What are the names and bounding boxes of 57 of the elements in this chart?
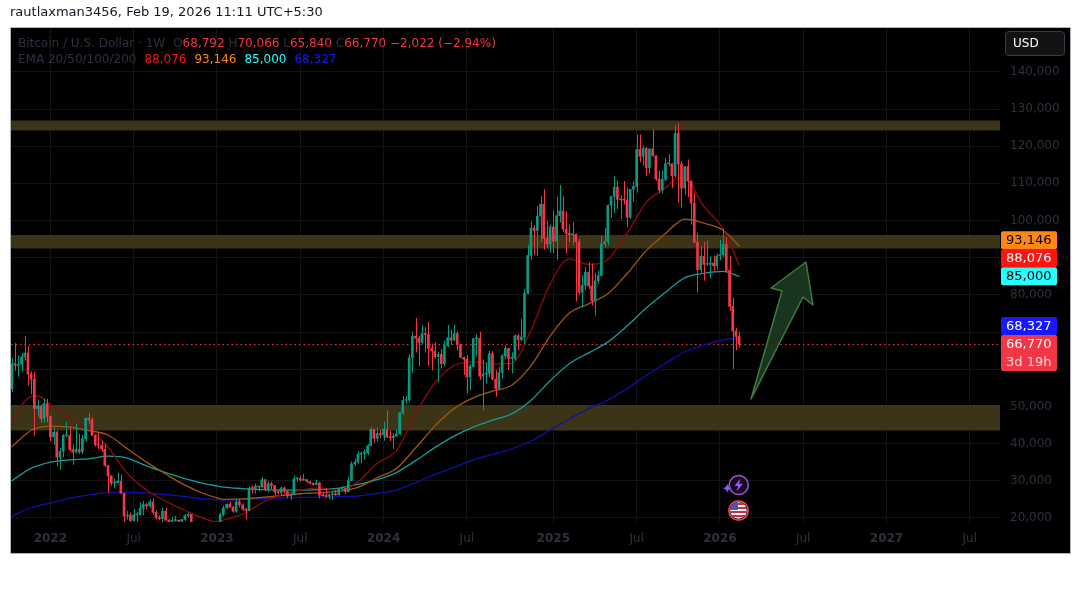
candlestick [708,255,712,280]
x-tick-label: Jul [961,531,978,546]
chart-subtitle: rautlaxman3456, Feb 19, 2026 11:11 UTC+5:30 [10,4,323,20]
x-tick-label: Jul [794,531,811,546]
x-tick-label: 2027 [869,531,904,546]
x-tick-label: 2026 [703,531,737,546]
y-axis-title: USD [1005,31,1065,56]
text: 85,000 [1006,268,1052,284]
y-tick-label: 140,000 [1010,63,1060,78]
candlestick [638,133,642,163]
text: 93,146 [1006,232,1052,248]
y-tick-label: 120,000 [1010,138,1060,153]
x-tick-label: 2025 [536,531,571,546]
candlestick [39,404,43,424]
candlestick [648,148,651,174]
candlestick [552,210,555,254]
text: O68,792 H70,066 L65,840 C66,770 −2,022 (−2.94%) [173,36,496,50]
annotation: 85,000 [244,52,287,66]
candlestick [683,165,686,196]
ref-line-label: 66,770 [1006,335,1052,351]
y-tick-label: 130,000 [1010,101,1060,116]
x-tick-label: Jul [125,531,141,546]
x-tick-label: Jul [458,531,475,546]
annotation: 93,146 [194,52,237,66]
text: Bitcoin / U.S. Dollar · 1W [18,36,166,50]
annotation: EMA 20/50/100/200 [18,52,137,66]
x-tick-label: Jul [292,531,308,546]
y-tick-label: 50,000 [1010,398,1052,413]
x-tick-label: 2022 [33,531,68,546]
candlestick [590,262,594,307]
y-tick-label: 100,000 [1010,212,1060,227]
candlestick [616,180,619,210]
candlestick [68,425,71,452]
candlestick [385,409,389,439]
y-tick-label: 30,000 [1010,472,1052,487]
text: 3d 19h [1006,353,1052,369]
candlestick [507,347,510,371]
x-tick-label: Jul [628,531,644,546]
y-tick-label: 20,000 [1010,510,1052,525]
y-tick-label: 40,000 [1010,435,1052,450]
line-series [11,218,740,500]
candlestick [77,433,81,455]
candlestick [439,348,443,369]
y-tick-label: 80,000 [1010,287,1052,302]
candlestick [705,240,709,267]
y-tick-label: 110,000 [1010,175,1060,190]
x-tick-label: 2023 [200,531,234,546]
x-tick-label: 2024 [366,531,401,546]
candlestick [699,245,703,274]
candlestick [612,175,616,214]
text: 88,076 [1006,250,1052,266]
candlestick [535,205,539,257]
text: 68,327 [1006,317,1052,333]
candlestick [644,146,648,177]
annotation: 68,327 [294,52,337,66]
annotation: 88,076 [144,52,187,66]
candlestick [16,354,20,378]
